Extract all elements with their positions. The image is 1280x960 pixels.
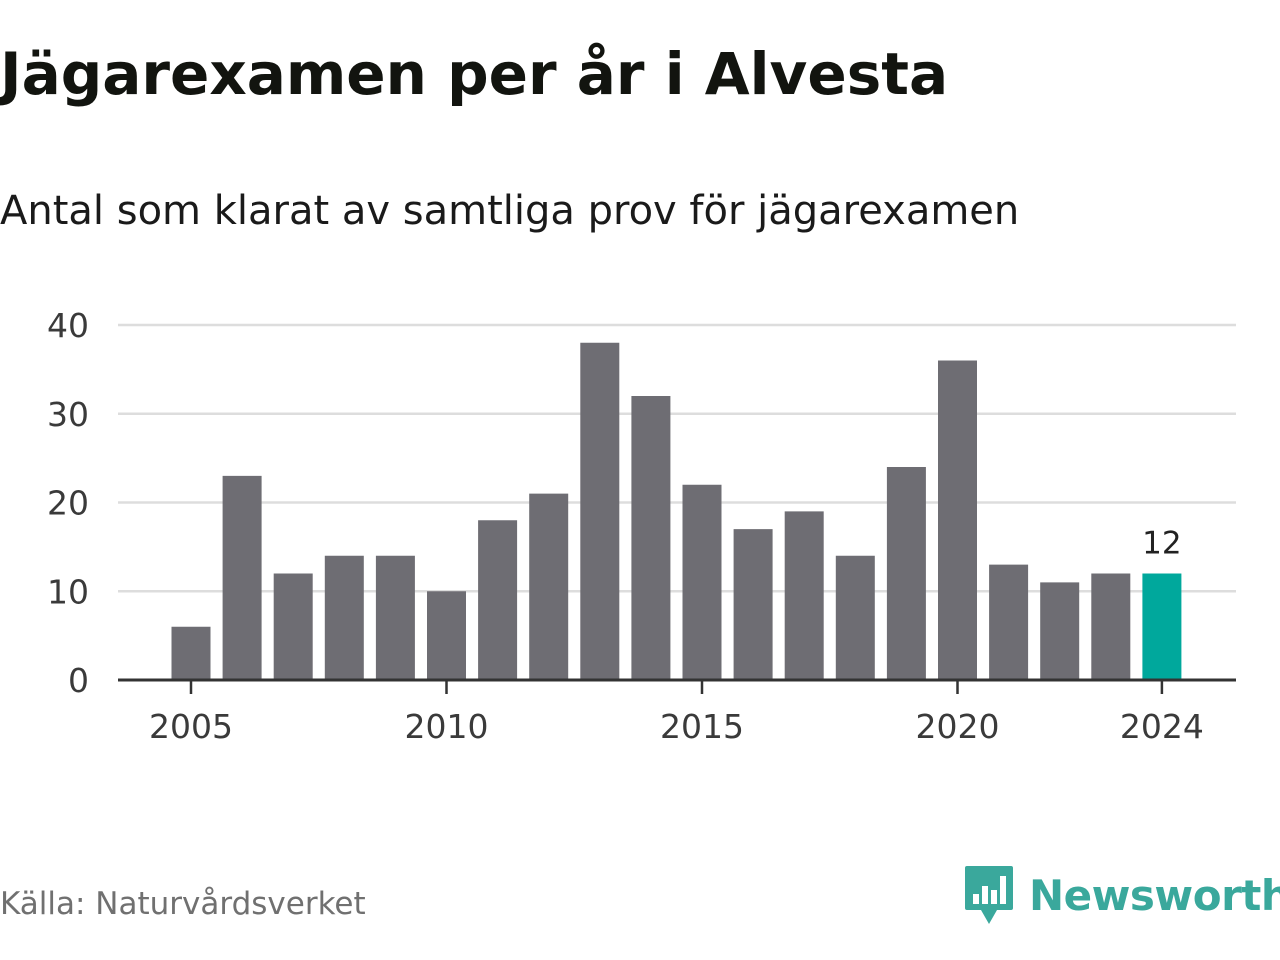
chart-title: Jägarexamen per år i Alvesta	[0, 40, 949, 108]
chart-subtitle: Antal som klarat av samtliga prov för jä…	[0, 188, 1020, 234]
bar-2014	[631, 396, 671, 680]
bar-2009	[375, 555, 415, 680]
brand-logo: Newsworthy	[963, 864, 1280, 926]
x-tick-label: 2020	[916, 707, 1000, 746]
bar-2008	[324, 555, 364, 680]
brand-name: Newsworthy	[1029, 870, 1280, 920]
y-axis-ticks: 0 10 20 30 40	[47, 306, 89, 700]
bar-2016	[733, 529, 773, 680]
value-labels: 12	[1142, 526, 1181, 562]
bar-2012	[529, 493, 569, 680]
bar-2018	[835, 555, 875, 680]
bar-2006	[222, 475, 262, 680]
bar-2010	[427, 591, 466, 680]
x-tick-label: 2010	[405, 707, 489, 746]
highlight-value-label: 12	[1142, 526, 1181, 562]
y-tick-label: 20	[47, 484, 89, 523]
bar-2024	[1142, 573, 1182, 680]
grid-lines	[118, 323, 1236, 593]
bars	[171, 342, 1182, 680]
bar-2015	[682, 484, 722, 680]
y-tick-label: 0	[68, 661, 89, 700]
source-note: Källa: Naturvårdsverket	[0, 886, 366, 922]
newsworthy-logo-icon	[965, 866, 1013, 924]
x-tick-label: 2005	[149, 707, 233, 746]
bar-2011	[478, 520, 518, 680]
bar-2022	[1040, 582, 1080, 680]
x-axis: 2005 2010 2015 2020 2024	[118, 678, 1236, 746]
bar-2013	[580, 342, 620, 680]
x-tick-label: 2015	[660, 707, 744, 746]
bar-2021	[989, 564, 1029, 680]
y-tick-label: 40	[47, 306, 89, 345]
bar-2005	[171, 626, 211, 680]
bar-chart: 0 10 20 30 40 2005 2010 2015 2020 2024 12	[47, 306, 1236, 746]
y-tick-label: 30	[47, 395, 89, 434]
x-tick-label: 2024	[1120, 707, 1204, 746]
bar-2019	[886, 467, 926, 680]
bar-2023	[1091, 573, 1131, 680]
bar-2017	[784, 511, 824, 680]
bar-2007	[273, 573, 313, 680]
bar-2020	[938, 360, 977, 680]
y-tick-label: 10	[47, 572, 89, 611]
